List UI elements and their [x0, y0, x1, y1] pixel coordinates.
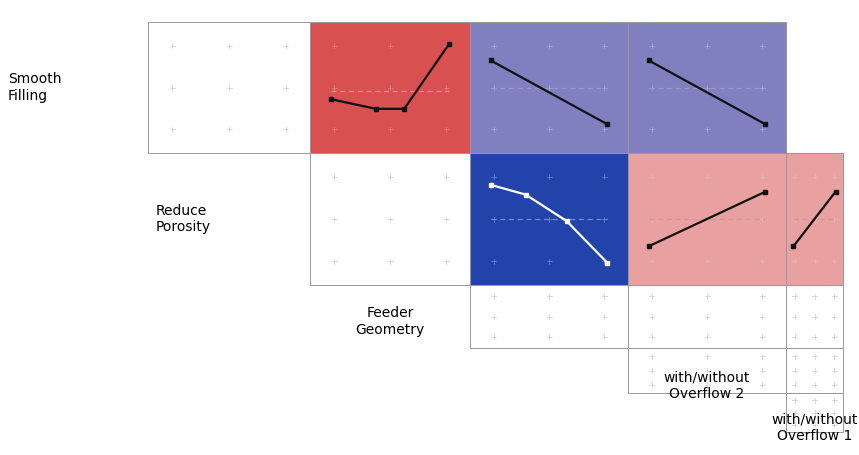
Bar — [628, 153, 786, 285]
Bar — [786, 393, 843, 432]
Bar — [786, 285, 843, 348]
Text: Reduce
Porosity: Reduce Porosity — [156, 204, 211, 234]
Bar — [628, 285, 786, 348]
Bar — [310, 153, 470, 285]
Bar — [470, 22, 628, 153]
Bar — [310, 22, 470, 153]
Bar — [470, 153, 628, 285]
Text: with/without
Overflow 1: with/without Overflow 1 — [771, 412, 857, 443]
Bar — [786, 348, 843, 393]
Bar — [786, 153, 843, 285]
Bar — [148, 22, 310, 153]
Text: Smooth
Filling: Smooth Filling — [8, 72, 62, 102]
Text: Feeder
Geometry: Feeder Geometry — [356, 306, 424, 337]
Text: with/without
Overflow 2: with/without Overflow 2 — [664, 370, 750, 400]
Bar — [628, 348, 786, 393]
Bar — [628, 22, 786, 153]
Bar — [470, 285, 628, 348]
